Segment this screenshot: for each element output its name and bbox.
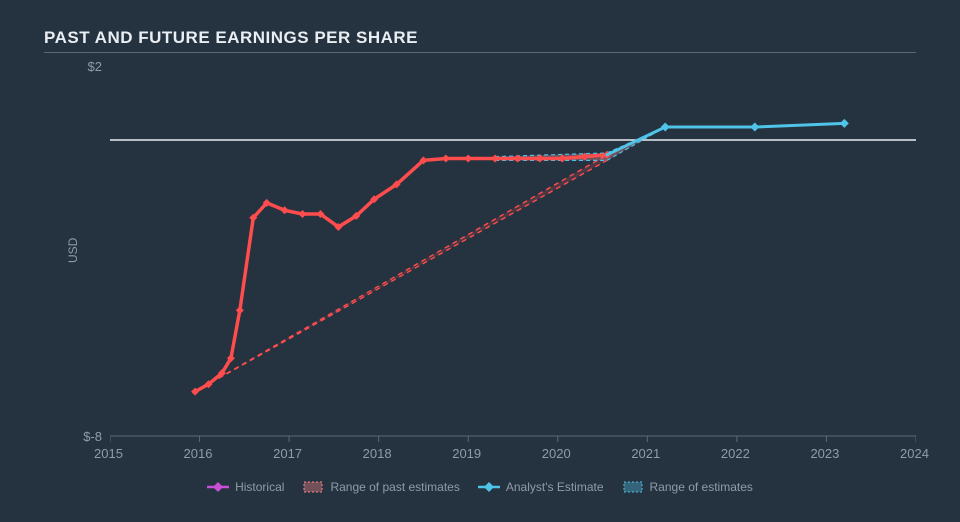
y-axis-title: USD [66, 238, 80, 263]
y-tick-label: $-8 [83, 429, 102, 444]
x-tick-label: 2020 [542, 446, 571, 461]
legend-label: Analyst's Estimate [506, 480, 604, 494]
title-underline [44, 52, 916, 53]
legend-label: Historical [235, 480, 284, 494]
eps-chart: PAST AND FUTURE EARNINGS PER SHARE USD H… [0, 0, 960, 522]
x-tick-label: 2019 [452, 446, 481, 461]
legend-item-estimate: Analyst's Estimate [478, 480, 604, 494]
legend-item-historical: Historical [207, 480, 284, 494]
y-tick-label: $2 [88, 59, 102, 74]
x-tick-label: 2016 [184, 446, 213, 461]
x-tick-label: 2022 [721, 446, 750, 461]
legend: Historical Range of past estimates Analyst… [0, 480, 960, 494]
x-tick-label: 2018 [363, 446, 392, 461]
legend-item-past_range: Range of past estimates [302, 480, 459, 494]
x-tick-label: 2015 [94, 446, 123, 461]
chart-title: PAST AND FUTURE EARNINGS PER SHARE [44, 28, 418, 48]
legend-label: Range of estimates [650, 480, 753, 494]
x-tick-label: 2017 [273, 446, 302, 461]
legend-item-future_range: Range of estimates [622, 480, 753, 494]
x-tick-label: 2023 [810, 446, 839, 461]
x-tick-label: 2021 [631, 446, 660, 461]
legend-label: Range of past estimates [330, 480, 459, 494]
legend-marker [207, 480, 229, 494]
plot-area [110, 66, 916, 476]
legend-marker [622, 480, 644, 494]
x-tick-label: 2024 [900, 446, 929, 461]
legend-marker [302, 480, 324, 494]
legend-marker [478, 480, 500, 494]
